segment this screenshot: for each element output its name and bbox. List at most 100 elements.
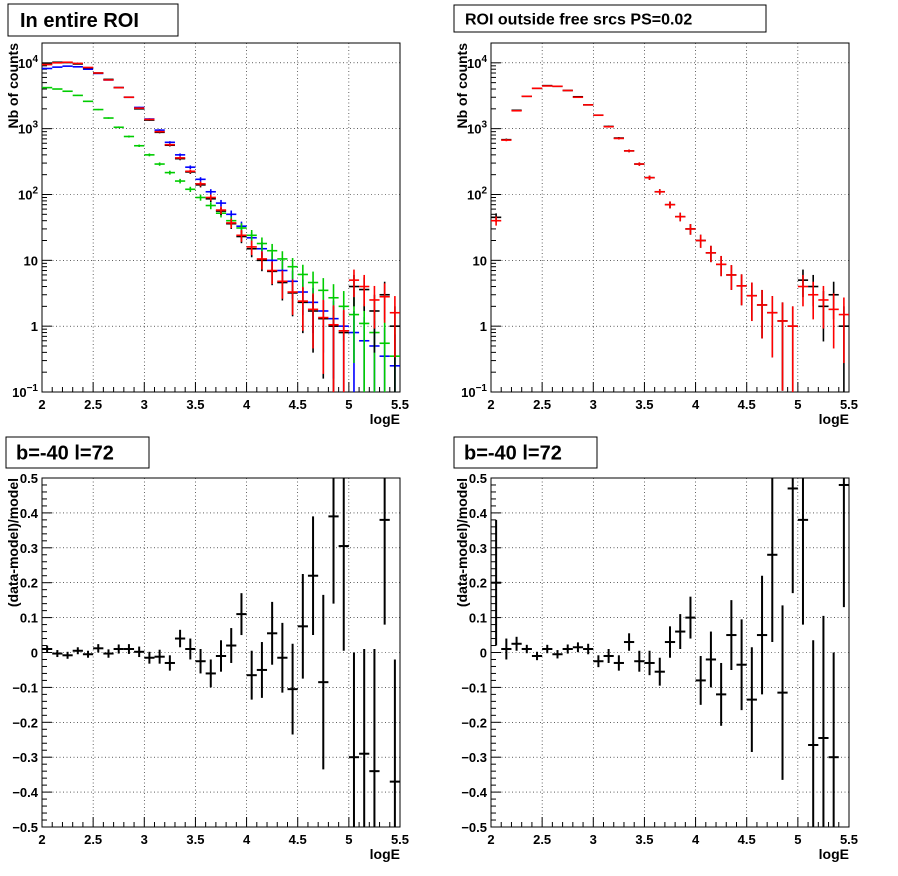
y-tick-label: 0.2 — [20, 576, 38, 591]
y-tick-label: 102 — [467, 185, 487, 202]
x-tick-label: 3 — [141, 832, 148, 847]
y-tick-label: 1 — [31, 319, 38, 334]
y-tick-base: 10 — [18, 187, 32, 202]
y-tick-label: 104 — [467, 54, 487, 71]
x-tick-label: 3 — [590, 397, 597, 412]
x-ticks — [41, 382, 401, 392]
title-frame — [5, 436, 150, 469]
x-ticks — [41, 817, 401, 827]
y-tick-base: 10 — [467, 56, 481, 71]
x-tick-label: 4 — [692, 832, 700, 847]
chart-title-box: b=-40 l=72 — [5, 436, 150, 469]
x-tick-label: 5 — [345, 832, 352, 847]
x-axis-title: logE — [819, 411, 849, 427]
x-tick-label: 3 — [141, 397, 148, 412]
x-axis-title: logE — [370, 411, 400, 427]
x-tick-label: 5 — [794, 397, 801, 412]
y-ticks — [42, 477, 52, 828]
y-tick-label: −0.5 — [461, 820, 487, 835]
y-tick-base: 10 — [467, 187, 481, 202]
plot-frame — [41, 42, 401, 393]
data-marks — [491, 84, 849, 392]
y-tick-label: 103 — [467, 120, 487, 137]
y-tick-label: 102 — [18, 185, 38, 202]
y-tick-label: 104 — [18, 54, 38, 71]
chart-panel-4: 2 2.5 3 3.5 4 4.5 5 5.5 −0.5 −0.4 −0.3 −0.2 −0.1 0 0.1… — [453, 436, 858, 862]
y-tick-exponent: 4 — [481, 54, 487, 65]
x-ticks — [490, 382, 850, 392]
series-4 — [42, 61, 400, 392]
y-tick-label: −0.1 — [12, 680, 38, 695]
y-tick-label: 0 — [31, 646, 38, 661]
y-tick-label: 0.5 — [20, 471, 38, 486]
y-tick-label: −0.5 — [12, 820, 38, 835]
y-tick-label: −0.2 — [461, 715, 487, 730]
grid — [41, 43, 401, 393]
x-tick-label: 3.5 — [186, 832, 204, 847]
y-tick-label: 0.1 — [469, 611, 487, 626]
x-tick-label: 2.5 — [533, 832, 551, 847]
y-tick-label: −0.3 — [461, 750, 487, 765]
data-marks — [491, 478, 849, 827]
y-tick-label: 1 — [480, 319, 487, 334]
series-1 — [491, 84, 849, 392]
x-ticks — [490, 817, 850, 827]
plot-frame — [490, 42, 850, 393]
x-tick-label: 3.5 — [635, 397, 653, 412]
y-tick-exponent: 3 — [32, 120, 38, 131]
y-tick-label: 10−1 — [12, 383, 38, 400]
y-tick-label: 0.3 — [469, 541, 487, 556]
y-tick-exponent: −1 — [476, 383, 488, 394]
x-tick-label: 2 — [38, 397, 45, 412]
y-tick-label: −0.3 — [12, 750, 38, 765]
x-tick-label: 5.5 — [391, 832, 409, 847]
x-tick-label: 4 — [692, 397, 700, 412]
x-tick-label: 5.5 — [391, 397, 409, 412]
x-tick-label: 3.5 — [635, 832, 653, 847]
y-tick-label: 103 — [18, 120, 38, 137]
y-tick-label: 0.3 — [20, 541, 38, 556]
y-tick-base: 10 — [18, 122, 32, 137]
y-tick-exponent: 3 — [481, 120, 487, 131]
chart-panel-3: 2 2.5 3 3.5 4 4.5 5 5.5 −0.5 −0.4 −0.3 −0.2 −0.1 0 0.1… — [5, 436, 409, 862]
data-marks — [42, 478, 400, 827]
chart-title-box: b=-40 l=72 — [453, 436, 598, 469]
chart-title: ROI outside free srcs PS=0.02 — [465, 11, 692, 28]
y-tick-base: 10 — [18, 56, 32, 71]
chart-title: b=-40 l=72 — [16, 443, 114, 465]
chart-title: In entire ROI — [20, 10, 139, 32]
y-tick-base: 10 — [461, 385, 475, 400]
x-tick-label: 2.5 — [84, 832, 102, 847]
y-tick-exponent: 4 — [32, 54, 38, 65]
title-frame — [7, 3, 179, 37]
y-tick-exponent: 2 — [481, 185, 487, 196]
y-tick-base: 10 — [12, 385, 26, 400]
series-3 — [42, 61, 400, 392]
x-tick-label: 5 — [345, 397, 352, 412]
x-tick-label: 4 — [243, 832, 251, 847]
y-tick-label: 0.1 — [20, 611, 38, 626]
chart-title-box: In entire ROI — [7, 3, 179, 37]
x-tick-label: 5.5 — [840, 832, 858, 847]
y-tick-base: 10 — [467, 122, 481, 137]
x-tick-label: 5.5 — [840, 397, 858, 412]
data-marks — [42, 61, 400, 392]
y-tick-label: 10 — [24, 253, 38, 268]
y-axis-title: (data-model)/model — [5, 478, 21, 607]
x-tick-label: 3.5 — [186, 397, 204, 412]
x-tick-label: 2.5 — [533, 397, 551, 412]
x-tick-label: 2 — [487, 832, 494, 847]
y-axis-title: Nb of counts — [5, 43, 21, 129]
x-tick-label: 2.5 — [84, 397, 102, 412]
chart-title: b=-40 l=72 — [464, 443, 562, 465]
chart-title-box: ROI outside free srcs PS=0.02 — [453, 4, 767, 33]
x-tick-label: 4 — [243, 397, 251, 412]
x-tick-label: 2 — [487, 397, 494, 412]
y-tick-label: 0 — [480, 646, 487, 661]
y-tick-exponent: 2 — [32, 185, 38, 196]
residual-series — [42, 478, 400, 827]
y-ticks — [42, 42, 52, 393]
